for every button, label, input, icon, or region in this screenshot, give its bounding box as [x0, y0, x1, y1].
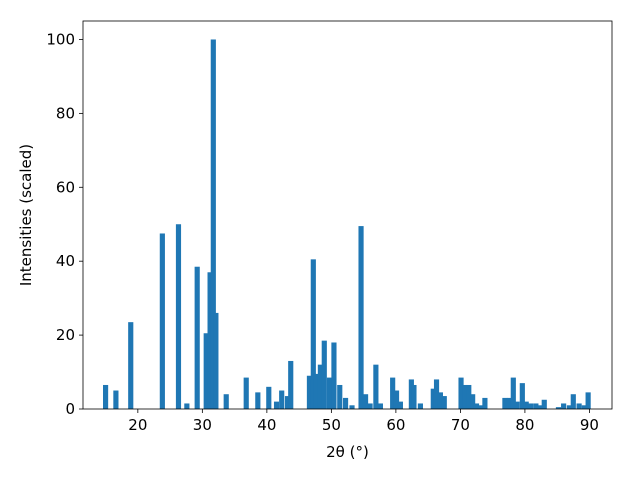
bar	[284, 396, 291, 409]
bar	[288, 360, 294, 409]
bar	[570, 394, 576, 409]
bar	[466, 384, 472, 409]
y-tick-label: 60	[56, 178, 75, 196]
bar	[321, 340, 327, 409]
bar	[317, 364, 323, 409]
bars-group	[103, 39, 591, 409]
bar	[273, 401, 280, 409]
x-tick-label: 80	[515, 416, 534, 434]
bar	[373, 364, 379, 409]
x-tick-label: 30	[193, 416, 212, 434]
y-axis-label: Intensities (scaled)	[17, 144, 35, 286]
plot-frame	[82, 20, 613, 410]
x-tick-label: 40	[257, 416, 276, 434]
bar	[523, 401, 529, 409]
y-tick-label: 20	[56, 326, 75, 344]
bar	[585, 392, 591, 409]
x-tick-label: 50	[322, 416, 341, 434]
bar	[430, 388, 436, 409]
bar	[533, 403, 539, 409]
bar	[159, 233, 165, 409]
bar	[458, 377, 464, 409]
bar	[358, 226, 364, 409]
bar	[514, 401, 520, 409]
bar	[223, 394, 229, 409]
bar	[128, 322, 134, 409]
x-tick-label: 70	[451, 416, 470, 434]
y-tick-label: 100	[46, 30, 75, 48]
bar	[541, 399, 547, 409]
bar	[555, 407, 562, 409]
bar	[537, 405, 543, 409]
bar	[566, 405, 572, 409]
bar	[207, 272, 213, 409]
bar	[576, 403, 582, 409]
bar	[482, 397, 488, 409]
bar	[561, 403, 567, 409]
bar	[397, 401, 403, 409]
bar	[581, 405, 587, 409]
bar	[390, 377, 396, 409]
bar	[362, 394, 369, 409]
x-tick-label: 60	[386, 416, 405, 434]
bar	[393, 390, 400, 409]
bar	[313, 373, 320, 409]
bar	[411, 384, 417, 409]
bar	[367, 403, 373, 409]
bar	[417, 403, 423, 409]
bar	[477, 405, 483, 409]
bar	[433, 379, 440, 409]
bar	[519, 383, 525, 409]
bar	[103, 384, 109, 409]
bar	[203, 333, 209, 409]
bar	[510, 377, 516, 409]
x-ticks-group: 20 30 40 50 60 70 80 90	[128, 409, 599, 434]
bar	[337, 384, 343, 409]
y-tick-label: 40	[56, 252, 75, 270]
x-tick-label: 90	[580, 416, 599, 434]
bar	[306, 375, 313, 409]
bar	[194, 266, 200, 409]
bar	[377, 403, 383, 409]
bar	[213, 312, 219, 409]
bar	[506, 397, 513, 409]
x-axis-label: 2θ (°)	[326, 443, 369, 461]
bar	[326, 377, 333, 409]
bar	[310, 259, 316, 409]
x-tick-label: 20	[128, 416, 147, 434]
bar	[349, 405, 355, 409]
bar	[528, 403, 534, 409]
bar	[243, 377, 249, 409]
bar	[441, 396, 447, 409]
bar	[279, 390, 285, 409]
bar	[255, 392, 261, 409]
bar	[184, 403, 190, 409]
y-ticks-group: 0 20 40 60 80 100	[46, 30, 83, 418]
bar	[175, 224, 182, 409]
y-tick-label: 80	[56, 104, 75, 122]
bar	[462, 384, 468, 409]
y-tick-label: 0	[65, 400, 75, 418]
bar	[502, 397, 508, 409]
bar	[470, 394, 476, 409]
bar	[266, 386, 272, 409]
bar	[113, 390, 119, 409]
bar	[473, 403, 480, 409]
bar	[331, 342, 337, 409]
bar	[342, 397, 349, 409]
bar	[437, 392, 443, 409]
bar	[210, 39, 216, 409]
